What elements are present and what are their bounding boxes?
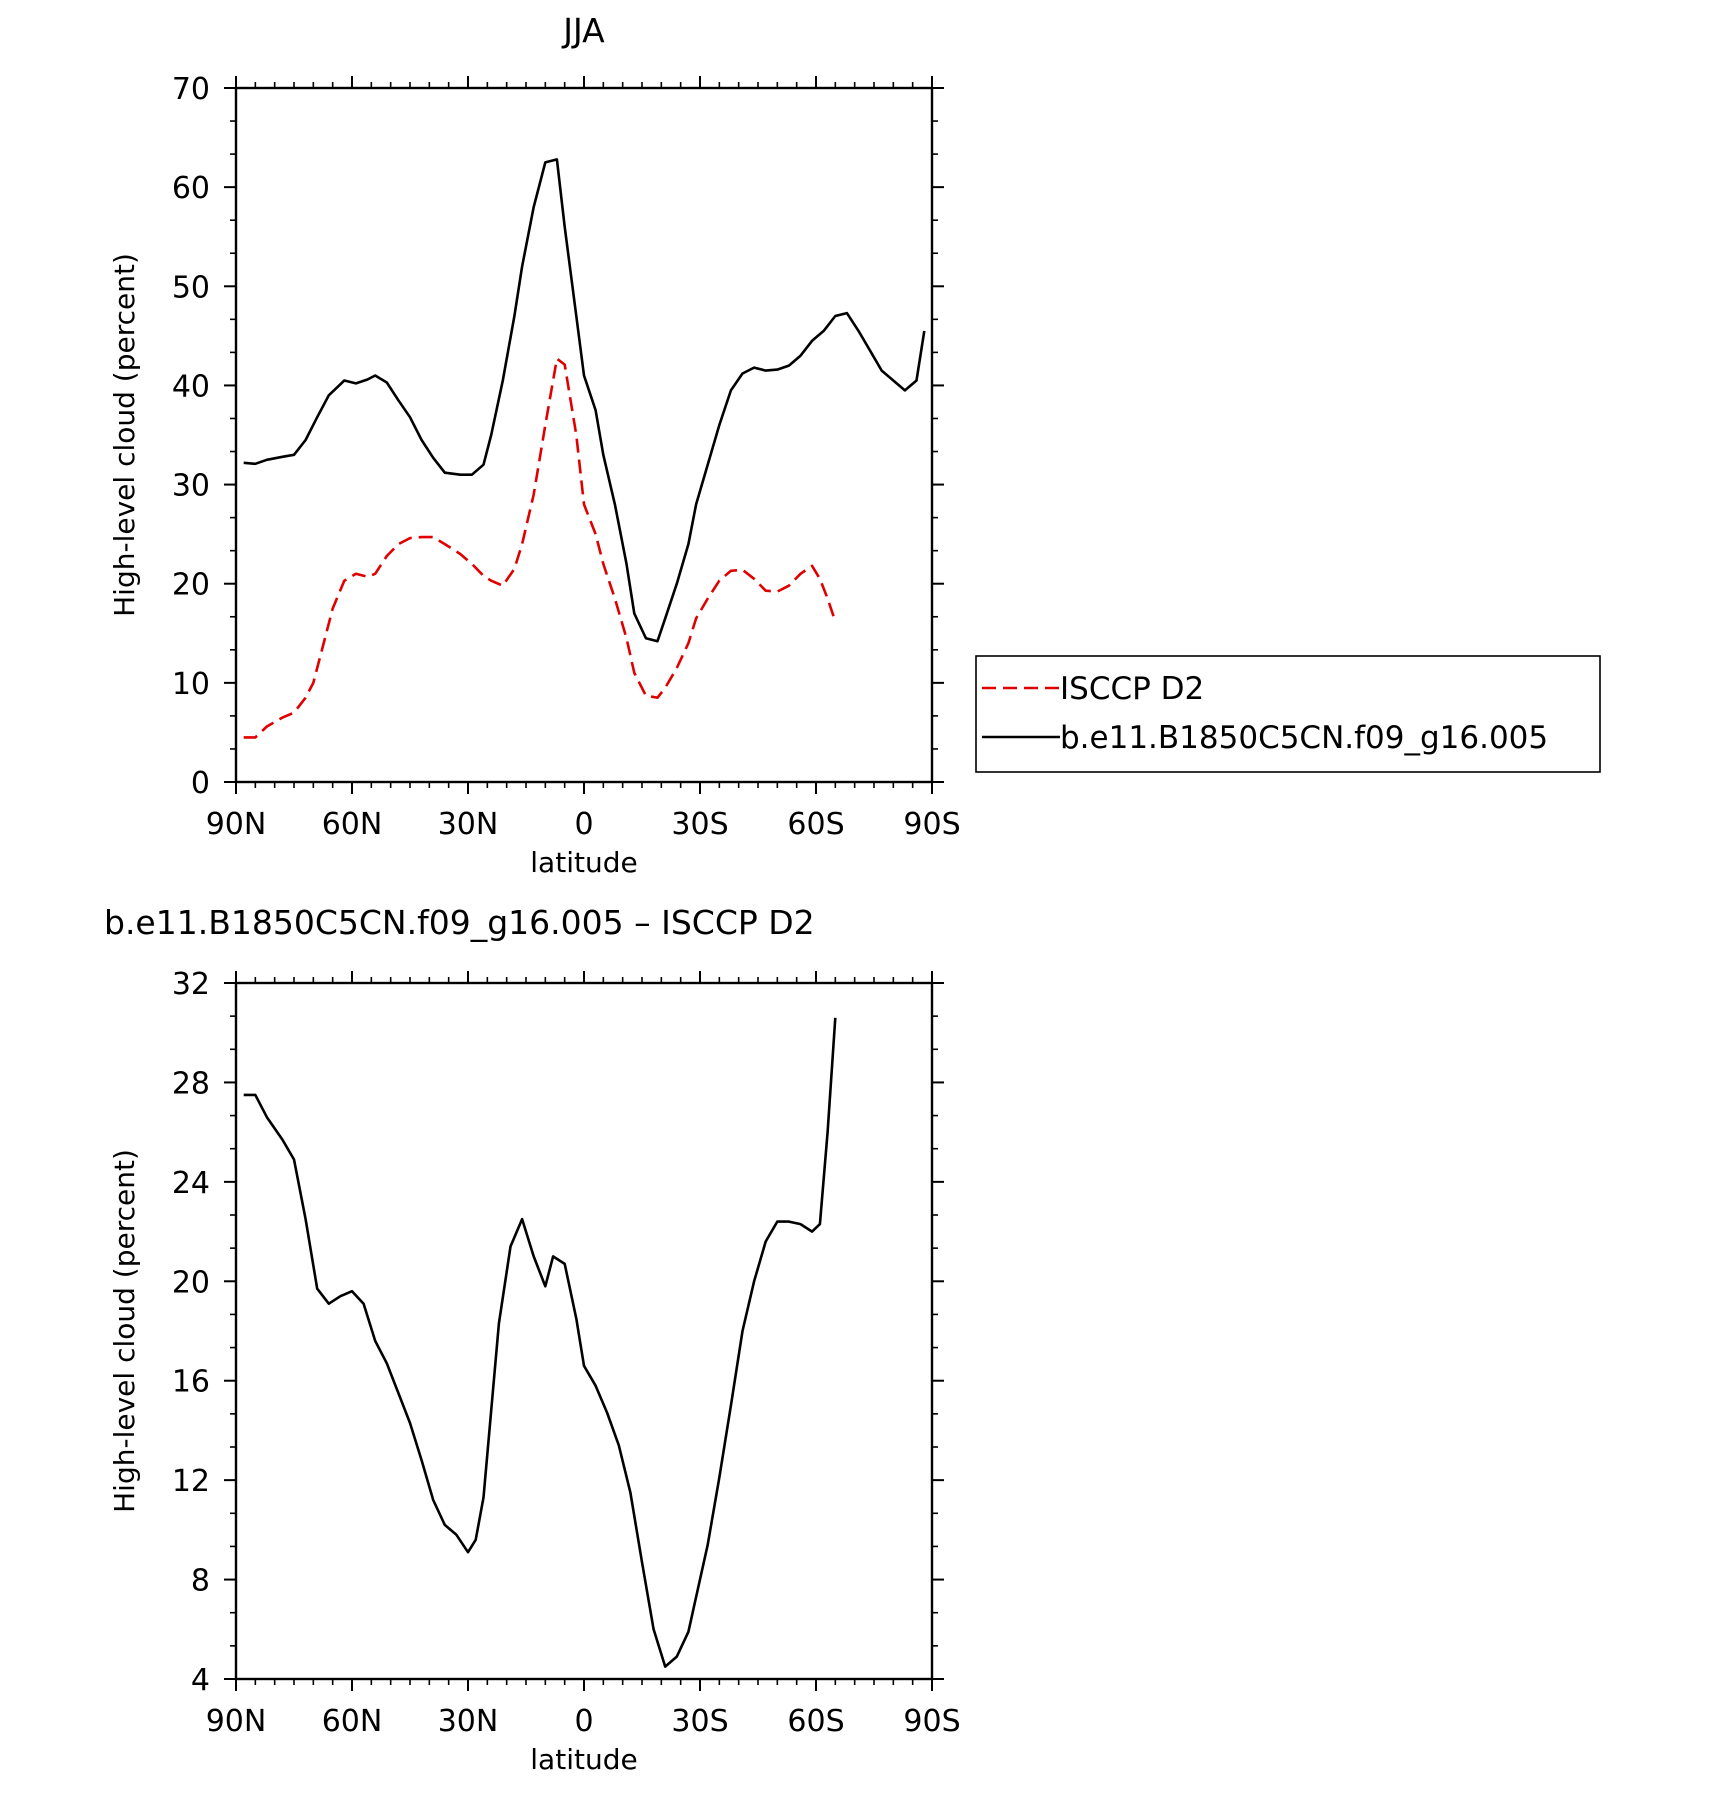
legend-box — [975, 655, 1601, 773]
legend-label: b.e11.B1850C5CN.f09_g16.005 — [1060, 720, 1548, 756]
y-axis-label: High-level cloud (percent) — [108, 1149, 141, 1513]
x-tick-label: 60N — [322, 1704, 383, 1739]
x-axis-label: latitude — [530, 846, 637, 879]
x-tick-label: 60S — [787, 1704, 844, 1739]
x-tick-label: 60S — [787, 807, 844, 842]
y-tick-label: 12 — [172, 1464, 210, 1499]
plot-frame — [234, 86, 934, 784]
x-tick-label: 90S — [903, 1704, 960, 1739]
x-tick-label: 90N — [206, 1704, 267, 1739]
y-tick-label: 16 — [172, 1365, 210, 1400]
x-tick-label: 0 — [574, 807, 593, 842]
x-tick-label: 90S — [903, 807, 960, 842]
x-tick-label: 30S — [671, 807, 728, 842]
series-group — [243, 158, 926, 739]
y-tick-label: 24 — [172, 1166, 210, 1201]
chart-1: JJA 90N 60N 30N 0 30S 60S 90S 0 10 20 30 40 50 60 70 lat… — [108, 11, 1601, 879]
y-tick-label: 50 — [172, 270, 210, 305]
series-line-difference — [243, 1017, 837, 1668]
y-tick-label: 60 — [172, 171, 210, 206]
y-tick-label: 8 — [191, 1564, 210, 1599]
series-line-model — [243, 158, 926, 643]
y-tick-label: 10 — [172, 667, 210, 702]
y-tick-label: 28 — [172, 1066, 210, 1101]
chart-title: JJA — [561, 11, 605, 50]
y-tick-label: 4 — [191, 1663, 210, 1698]
x-tick-label: 90N — [206, 807, 267, 842]
y-tick-label: 40 — [172, 369, 210, 404]
x-tick-label: 60N — [322, 807, 383, 842]
x-tick-label: 30S — [671, 1704, 728, 1739]
x-tick-label: 30N — [438, 1704, 499, 1739]
y-tick-label: 32 — [172, 967, 210, 1002]
y-tick-label: 20 — [172, 568, 210, 603]
plot-frame — [234, 981, 934, 1681]
x-tick-label: 0 — [574, 1704, 593, 1739]
legend: ISCCP D2 b.e11.B1850C5CN.f09_g16.005 — [975, 655, 1601, 773]
y-axis-label: High-level cloud (percent) — [108, 253, 141, 617]
y-tick-label: 70 — [172, 72, 210, 107]
y-tick-label: 20 — [172, 1265, 210, 1300]
legend-label: ISCCP D2 — [1060, 671, 1204, 707]
series-group — [243, 1017, 837, 1668]
chart-2: b.e11.B1850C5CN.f09_g16.005 – ISCCP D2 90… — [104, 903, 961, 1776]
x-tick-label: 30N — [438, 807, 499, 842]
chart-title: b.e11.B1850C5CN.f09_g16.005 – ISCCP D2 — [104, 903, 815, 942]
series-line-isccp-d2 — [243, 357, 837, 739]
x-axis-label: latitude — [530, 1743, 637, 1776]
y-tick-label: 30 — [172, 469, 210, 504]
y-tick-label: 0 — [191, 766, 210, 801]
